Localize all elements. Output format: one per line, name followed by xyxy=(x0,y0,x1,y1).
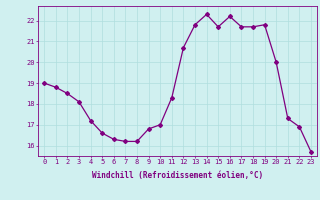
X-axis label: Windchill (Refroidissement éolien,°C): Windchill (Refroidissement éolien,°C) xyxy=(92,171,263,180)
